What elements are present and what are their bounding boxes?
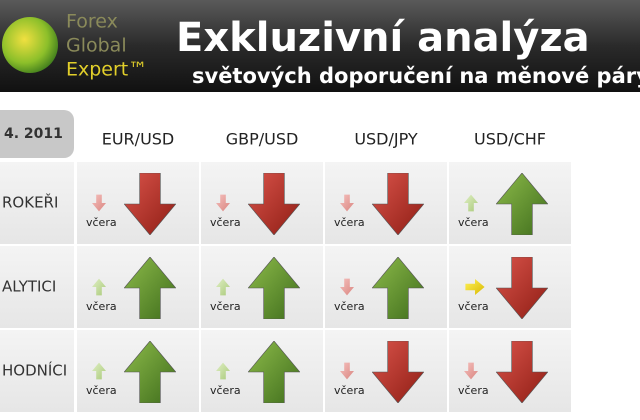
yesterday-label: včera <box>334 216 365 229</box>
row-label-bg <box>0 330 74 412</box>
column-header: GBP/USD <box>226 130 299 149</box>
yesterday-label: včera <box>334 384 365 397</box>
yesterday-label: včera <box>458 300 489 313</box>
row-label: ROKEŘI <box>2 193 58 212</box>
yesterday-label: včera <box>86 300 117 313</box>
logo-text: Forex <box>66 11 118 33</box>
subtitle: světových doporučení na měnové páry <box>192 64 640 88</box>
column-header: EUR/USD <box>102 130 175 149</box>
title: Exkluzivní analýza <box>176 15 590 61</box>
logo-text: Global <box>66 35 127 57</box>
row-label: ALYTICI <box>2 278 56 296</box>
yesterday-label: včera <box>210 216 241 229</box>
date: 4. 2011 <box>4 126 63 142</box>
date-tab <box>0 110 74 158</box>
yesterday-label: včera <box>334 300 365 313</box>
logo-globe <box>2 17 58 73</box>
row-label-bg <box>0 246 74 328</box>
yesterday-label: včera <box>86 216 117 229</box>
row-label: HODNÍCI <box>2 361 67 380</box>
header-bg <box>0 0 640 92</box>
yesterday-label: včera <box>210 384 241 397</box>
logo-text: Expert™ <box>66 59 147 81</box>
yesterday-label: včera <box>458 384 489 397</box>
yesterday-label: včera <box>458 216 489 229</box>
yesterday-label: včera <box>210 300 241 313</box>
row-label-bg <box>0 162 74 244</box>
column-header: USD/JPY <box>354 130 418 149</box>
yesterday-label: včera <box>86 384 117 397</box>
column-header: USD/CHF <box>474 130 546 149</box>
